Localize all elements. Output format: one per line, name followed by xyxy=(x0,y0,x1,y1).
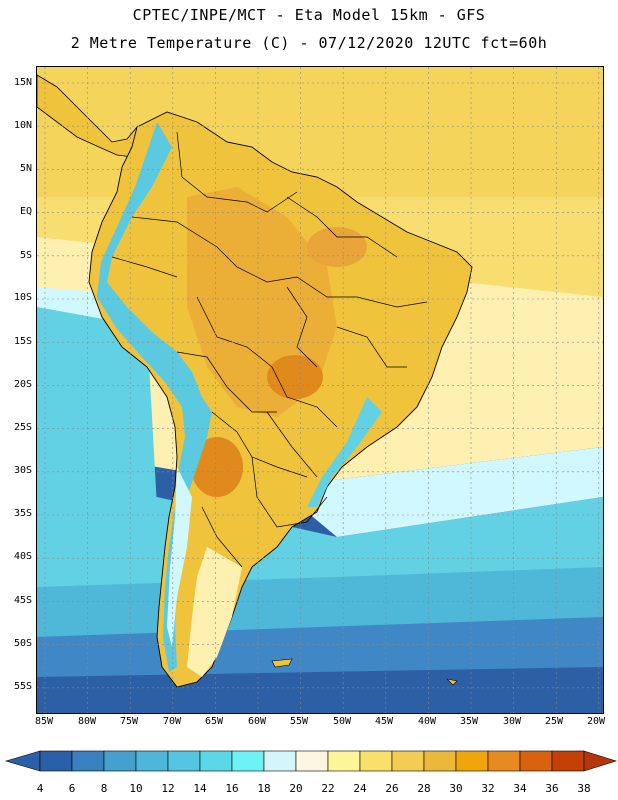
lon-label-65w: 65W xyxy=(204,716,224,727)
colorbar-swatch xyxy=(39,750,73,772)
temperature-colorbar xyxy=(4,750,618,772)
lon-label-80w: 80W xyxy=(77,716,97,727)
colorbar-swatch xyxy=(359,750,393,772)
colorbar-swatch xyxy=(519,750,553,772)
colorbar-swatch xyxy=(231,750,265,772)
colorbar-swatches xyxy=(39,750,585,772)
colorbar-label-6: 6 xyxy=(68,782,76,795)
lat-label-35s: 35S xyxy=(13,508,32,519)
colorbar-swatch xyxy=(327,750,361,772)
lon-label-85w: 85W xyxy=(34,716,54,727)
colorbar-label-18: 18 xyxy=(257,782,271,795)
lat-label-15s: 15S xyxy=(13,336,32,347)
colorbar-label-38: 38 xyxy=(577,782,591,795)
lat-label-30s: 30S xyxy=(13,465,32,476)
colorbar-swatch xyxy=(199,750,233,772)
lat-label-eq: EQ xyxy=(19,206,32,217)
falkland-islands xyxy=(271,658,293,668)
colorbar-label-22: 22 xyxy=(321,782,335,795)
colorbar-label-4: 4 xyxy=(36,782,44,795)
lat-label-55s: 55S xyxy=(13,681,32,692)
lat-label-45s: 45S xyxy=(13,595,32,606)
colorbar-label-12: 12 xyxy=(161,782,175,795)
colorbar-label-36: 36 xyxy=(545,782,559,795)
colorbar-label-8: 8 xyxy=(100,782,108,795)
colorbar-right-arrow xyxy=(583,750,618,772)
lat-label-5n: 5N xyxy=(19,163,32,174)
colorbar-label-30: 30 xyxy=(449,782,463,795)
hot-spot-central xyxy=(267,355,323,399)
lon-label-45w: 45W xyxy=(374,716,394,727)
patagonia-region xyxy=(187,547,242,677)
colorbar-left-arrow xyxy=(4,750,41,772)
colorbar-label-20: 20 xyxy=(289,782,303,795)
colorbar-label-24: 24 xyxy=(353,782,367,795)
colorbar-label-32: 32 xyxy=(481,782,495,795)
hot-spot-chaco xyxy=(191,437,243,497)
colorbar-swatch xyxy=(551,750,585,772)
lon-label-30w: 30W xyxy=(502,716,522,727)
andes-cold-highlight xyxy=(167,467,192,647)
colorbar-label-26: 26 xyxy=(385,782,399,795)
map-frame xyxy=(36,66,604,714)
south-georgia-island xyxy=(446,678,458,686)
lat-label-15n: 15N xyxy=(13,77,32,88)
lon-label-25w: 25W xyxy=(544,716,564,727)
lon-label-40w: 40W xyxy=(417,716,437,727)
colorbar-swatch xyxy=(71,750,105,772)
colorbar-swatch xyxy=(263,750,297,772)
ocean-band-light-south xyxy=(277,447,603,537)
lat-label-25s: 25S xyxy=(13,422,32,433)
lon-label-35w: 35W xyxy=(459,716,479,727)
lon-label-75w: 75W xyxy=(119,716,139,727)
temperature-map xyxy=(37,67,603,713)
lat-label-40s: 40S xyxy=(13,551,32,562)
lon-label-60w: 60W xyxy=(247,716,267,727)
grid-lines xyxy=(37,67,603,713)
lon-label-20w: 20W xyxy=(586,716,606,727)
map-title: CPTEC/INPE/MCT - Eta Model 15km - GFS xyxy=(132,6,486,24)
colorbar-swatch xyxy=(423,750,457,772)
hot-spot-amazon xyxy=(307,227,367,267)
ocean-band-cool-west xyxy=(37,307,157,537)
colorbar-swatch xyxy=(391,750,425,772)
colorbar-swatch xyxy=(135,750,169,772)
colorbar-label-16: 16 xyxy=(225,782,239,795)
colorbar-swatch xyxy=(487,750,521,772)
colorbar-swatch xyxy=(455,750,489,772)
colorbar-swatch xyxy=(103,750,137,772)
colorbar-swatch xyxy=(167,750,201,772)
map-subtitle: 2 Metre Temperature (C) - 07/12/2020 12U… xyxy=(70,34,548,52)
lat-label-10s: 10S xyxy=(13,292,32,303)
colorbar-label-10: 10 xyxy=(129,782,143,795)
lon-label-70w: 70W xyxy=(162,716,182,727)
lat-label-20s: 20S xyxy=(13,379,32,390)
lat-label-10n: 10N xyxy=(13,120,32,131)
country-borders xyxy=(111,131,428,568)
colorbar-label-34: 34 xyxy=(513,782,527,795)
lat-label-5s: 5S xyxy=(19,250,32,261)
lat-label-50s: 50S xyxy=(13,638,32,649)
lon-label-55w: 55W xyxy=(289,716,309,727)
colorbar-label-28: 28 xyxy=(417,782,431,795)
andes-cold-strip xyxy=(97,122,212,672)
southeast-coast-cool xyxy=(307,397,382,507)
lon-label-50w: 50W xyxy=(332,716,352,727)
colorbar-label-14: 14 xyxy=(193,782,207,795)
colorbar-swatch xyxy=(295,750,329,772)
